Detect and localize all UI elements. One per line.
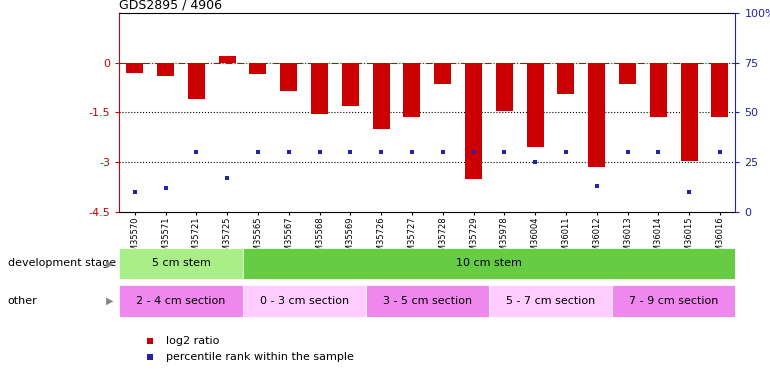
Bar xyxy=(557,63,574,94)
Bar xyxy=(157,63,174,76)
Bar xyxy=(465,63,482,179)
Bar xyxy=(588,63,605,167)
Bar xyxy=(126,63,143,73)
Bar xyxy=(612,285,735,317)
Text: 10 cm stem: 10 cm stem xyxy=(456,258,522,268)
Bar xyxy=(280,63,297,91)
Text: ▶: ▶ xyxy=(106,258,114,268)
Bar xyxy=(219,56,236,63)
Bar xyxy=(311,63,328,114)
Text: log2 ratio: log2 ratio xyxy=(166,336,219,345)
Bar xyxy=(342,63,359,106)
Bar xyxy=(650,63,667,117)
Bar xyxy=(489,285,612,317)
Text: 3 - 5 cm section: 3 - 5 cm section xyxy=(383,296,472,306)
Bar xyxy=(681,63,698,160)
Text: 2 - 4 cm section: 2 - 4 cm section xyxy=(136,296,226,306)
Bar xyxy=(403,63,420,117)
Text: development stage: development stage xyxy=(8,258,115,268)
Bar xyxy=(373,63,390,129)
Bar xyxy=(434,63,451,84)
Text: ▶: ▶ xyxy=(106,296,114,306)
Bar xyxy=(243,285,366,317)
Bar xyxy=(249,63,266,74)
Bar xyxy=(366,285,489,317)
Text: 5 cm stem: 5 cm stem xyxy=(152,258,210,268)
Bar xyxy=(119,285,243,317)
Text: percentile rank within the sample: percentile rank within the sample xyxy=(166,352,353,362)
Text: other: other xyxy=(8,296,38,306)
Text: GDS2895 / 4906: GDS2895 / 4906 xyxy=(119,0,223,12)
Bar xyxy=(496,63,513,111)
Bar xyxy=(619,63,636,84)
Text: 0 - 3 cm section: 0 - 3 cm section xyxy=(259,296,349,306)
Bar xyxy=(188,63,205,99)
Bar xyxy=(243,248,735,279)
Bar xyxy=(119,248,243,279)
Bar xyxy=(527,63,544,147)
Text: 5 - 7 cm section: 5 - 7 cm section xyxy=(506,296,595,306)
Text: 7 - 9 cm section: 7 - 9 cm section xyxy=(629,296,718,306)
Bar xyxy=(711,63,728,117)
